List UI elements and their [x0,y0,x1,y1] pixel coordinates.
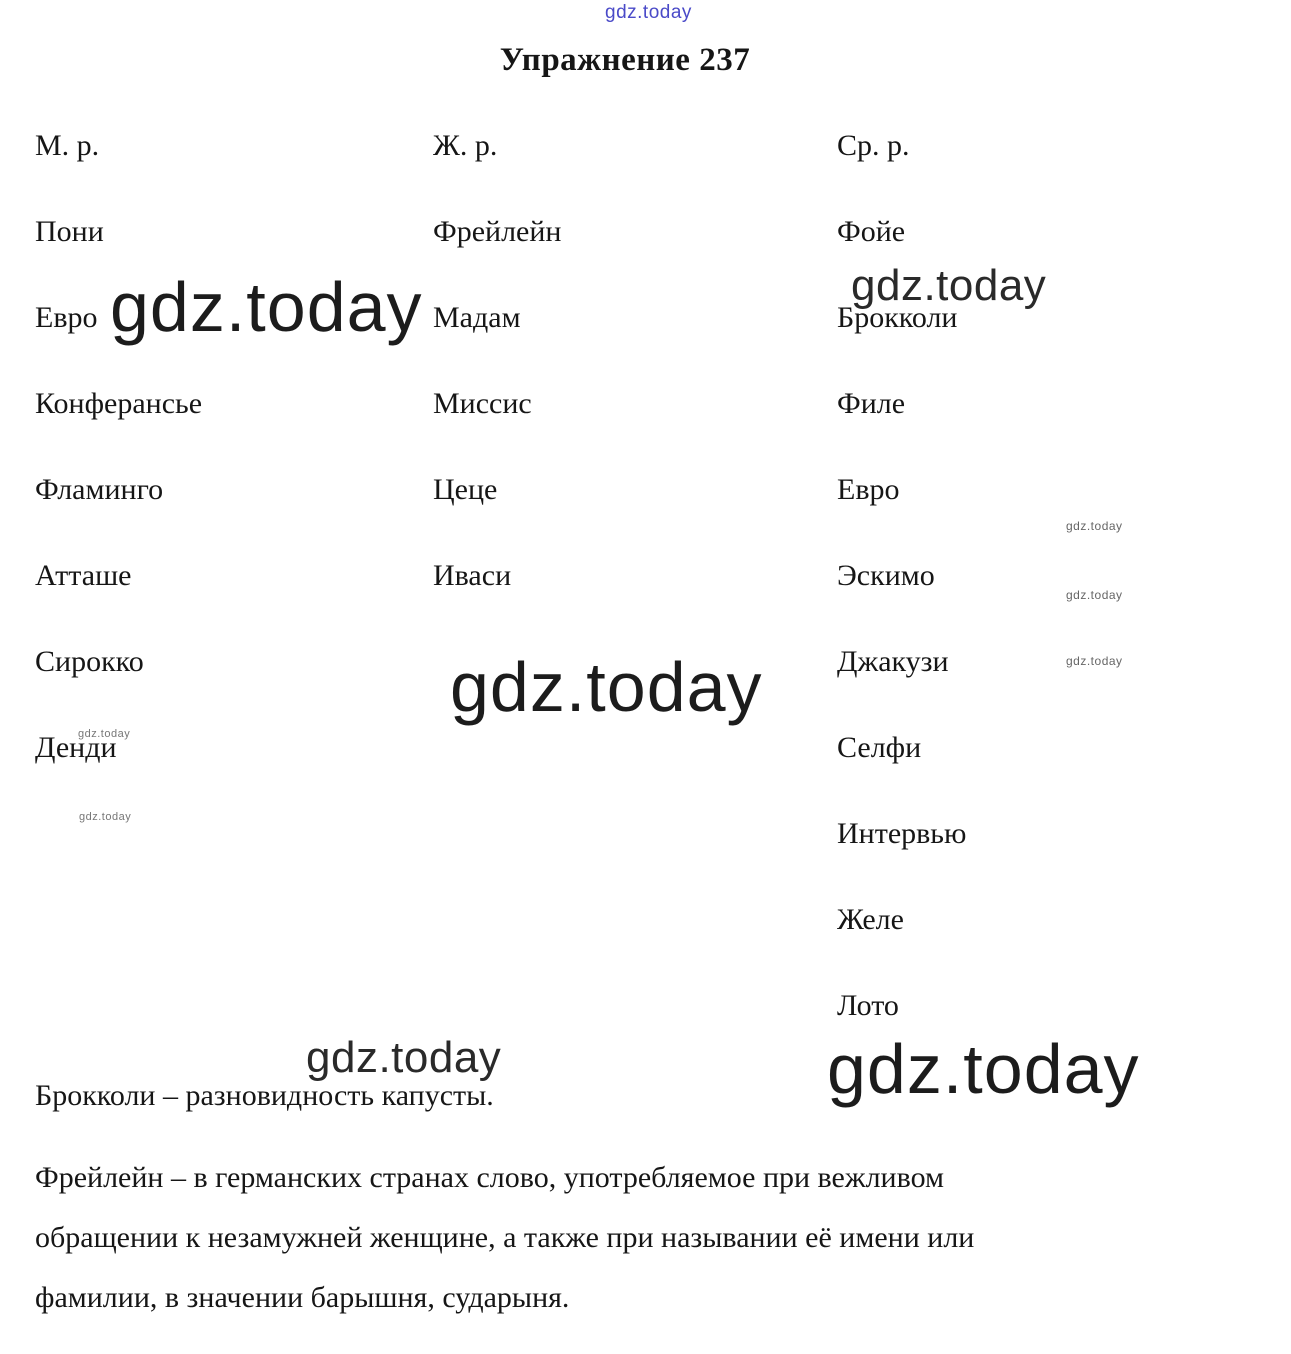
word-item: Селфи [837,731,922,764]
note-freylein-line: Фрейлейн – в германских странах слово, у… [35,1161,944,1194]
column-header-feminine: Ж. р. [433,129,498,162]
note-freylein-line: фамилии, в значении барышня, сударыня. [35,1281,570,1314]
word-item: Джакузи [837,645,949,678]
word-item: Фламинго [35,473,164,506]
column-header-masculine: М. р. [35,129,100,162]
watermark-top-blue: gdz.today [605,2,692,23]
column-neuter: Ср. р. Фойе Брокколи Филе Евро Эскимо Дж… [837,130,966,1076]
watermark-center-large: gdz.today [450,648,763,726]
word-item: Желе [837,903,904,936]
word-item: Евро [35,301,98,334]
note-broccoli: Брокколи – разновидность капусты. [35,1079,494,1112]
word-item: Эскимо [837,559,935,592]
column-header-neuter: Ср. р. [837,129,910,162]
word-item: Мадам [433,301,521,334]
word-item: Филе [837,387,906,420]
word-item: Конферансье [35,387,203,420]
word-item: Цеце [433,473,498,506]
column-masculine: М. р. Пони Евро Конферансье Фламинго Атт… [35,130,202,818]
word-item: Денди [35,731,117,764]
word-item: Иваси [433,559,512,592]
word-item: Брокколи [837,301,958,334]
watermark-right-small-3: gdz.today [1066,654,1123,668]
exercise-title: Упражнение 237 [499,42,751,78]
word-item: Фрейлейн [433,215,562,248]
word-item: Фойе [837,215,906,248]
word-item: Лото [837,989,899,1022]
note-freylein: Фрейлейн – в германских странах слово, у… [35,1162,974,1342]
watermark-bottom-medium: gdz.today [306,1033,502,1082]
word-item: Пони [35,215,104,248]
watermark-right-small-2: gdz.today [1066,588,1123,602]
word-item: Миссис [433,387,532,420]
watermark-right-small-1: gdz.today [1066,519,1123,533]
word-item: Евро [837,473,900,506]
column-feminine: Ж. р. Фрейлейн Мадам Миссис Цеце Иваси [433,130,561,646]
word-item: Сирокко [35,645,144,678]
word-item: Интервью [837,817,967,850]
note-freylein-line: обращении к незамужней женщине, а также … [35,1221,975,1254]
word-item: Атташе [35,559,132,592]
